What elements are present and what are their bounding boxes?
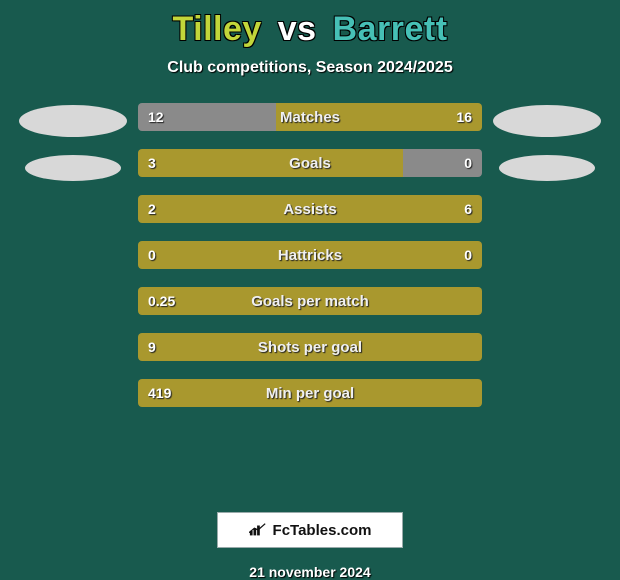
- vs-label: vs: [278, 10, 317, 48]
- stat-label: Min per goal: [138, 385, 482, 402]
- avatar-right-head: [493, 105, 601, 137]
- stat-label: Hattricks: [138, 247, 482, 264]
- stat-bar: 30Goals: [138, 149, 482, 177]
- player2-name: Barrett: [333, 10, 448, 48]
- stat-bar: 9Shots per goal: [138, 333, 482, 361]
- avatar-left: [8, 103, 138, 181]
- avatar-left-head: [19, 105, 127, 137]
- brand-text: FcTables.com: [273, 522, 372, 539]
- comparison-card: Tilley vs Barrett Club competitions, Sea…: [0, 0, 620, 580]
- title: Tilley vs Barrett: [172, 10, 447, 49]
- avatar-right: [482, 103, 612, 181]
- stat-bar: 419Min per goal: [138, 379, 482, 407]
- stat-label: Assists: [138, 201, 482, 218]
- avatar-right-body: [499, 155, 595, 181]
- stat-label: Shots per goal: [138, 339, 482, 356]
- date: 21 november 2024: [249, 564, 370, 580]
- stat-bar: 26Assists: [138, 195, 482, 223]
- brand-box: FcTables.com: [217, 512, 403, 548]
- stat-bars: 1216Matches 30Goals 26Assists 00Hattricks 0.…: [138, 103, 482, 407]
- subtitle: Club competitions, Season 2024/2025: [167, 59, 452, 77]
- stat-label: Goals: [138, 155, 482, 172]
- stat-label: Matches: [138, 109, 482, 126]
- stat-bar: 1216Matches: [138, 103, 482, 131]
- stat-bar: 0.25Goals per match: [138, 287, 482, 315]
- player1-name: Tilley: [172, 10, 261, 48]
- avatar-left-body: [25, 155, 121, 181]
- stat-bar: 00Hattricks: [138, 241, 482, 269]
- stat-label: Goals per match: [138, 293, 482, 310]
- content: 1216Matches 30Goals 26Assists 00Hattricks 0.…: [0, 103, 620, 494]
- bar-chart-icon: [249, 523, 267, 537]
